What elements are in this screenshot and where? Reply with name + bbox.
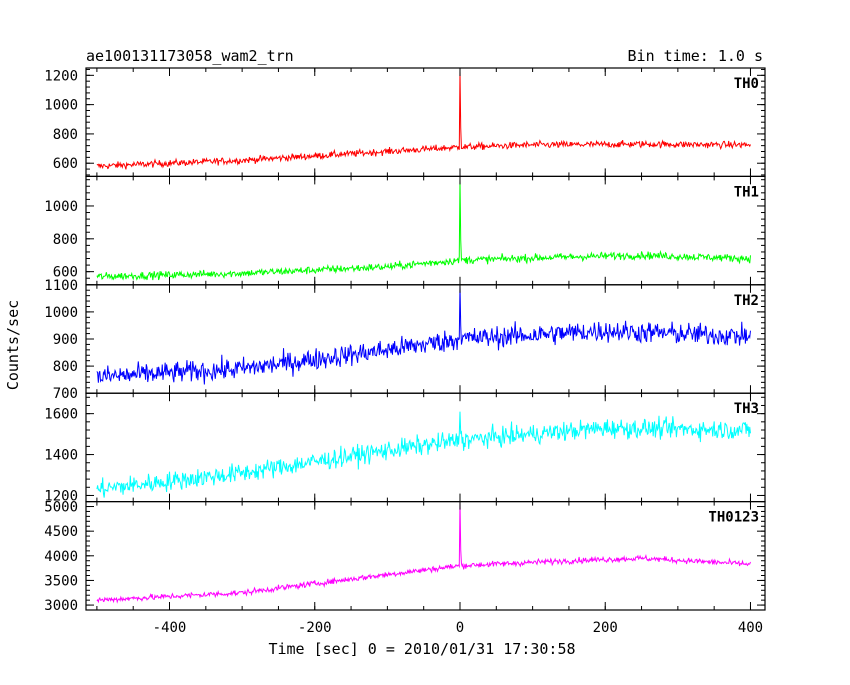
panel-frame <box>85 175 766 286</box>
series-name-th0123: TH0123 <box>708 510 759 526</box>
series-name-th3: TH3 <box>734 401 759 417</box>
y-tick-label: 5000 <box>44 500 78 516</box>
x-axis-label: Time [sec] 0 = 2010/01/31 17:30:58 <box>268 640 575 658</box>
y-tick-label: 800 <box>53 127 78 143</box>
y-tick-label: 800 <box>53 232 78 248</box>
panel-th3: 1200 1400 1600 TH3 <box>44 392 766 504</box>
y-tick-label: 1100 <box>44 278 78 294</box>
y-tick-label: 1400 <box>44 448 78 464</box>
y-tick-label: 1000 <box>44 199 78 215</box>
y-tick-label: 800 <box>53 359 78 375</box>
y-tick-label: 600 <box>53 156 78 172</box>
panel-th2: 700 800 900 1000 1100 TH2 <box>44 278 766 402</box>
y-tick-label: 700 <box>53 386 78 402</box>
panel-th0123: 3000 3500 4000 4500 5000 TH0123 <box>44 500 766 614</box>
y-tick-label: 3500 <box>44 573 78 589</box>
series-line-th0123 <box>96 501 751 604</box>
y-tick-label: 1000 <box>44 305 78 321</box>
x-tick-label: 400 <box>738 620 763 636</box>
bin-time-label: Bin time: 1.0 s <box>628 47 763 65</box>
x-tick-label: 200 <box>593 620 618 636</box>
panels-group: 600 800 1000 1200 TH0 600 800 1000 TH1 700 800 900 1… <box>44 67 766 636</box>
series-line-th2 <box>96 284 751 385</box>
series-line-th3 <box>96 411 751 498</box>
panel-frame <box>85 392 766 503</box>
series-name-th1: TH1 <box>734 184 759 200</box>
x-tick-label: 0 <box>456 620 464 636</box>
panel-th0: 600 800 1000 1200 TH0 <box>44 67 766 178</box>
panel-th1: 600 800 1000 TH1 <box>44 175 766 286</box>
panel-frame <box>85 501 766 611</box>
series-name-th2: TH2 <box>734 293 759 309</box>
y-tick-label: 4500 <box>44 524 78 540</box>
panel-frame <box>85 284 766 394</box>
y-tick-label: 4000 <box>44 549 78 565</box>
y-tick-label: 1200 <box>44 68 78 84</box>
y-tick-label: 3000 <box>44 598 78 614</box>
y-tick-label: 1000 <box>44 98 78 114</box>
y-tick-label: 1600 <box>44 407 78 423</box>
y-tick-label: 1200 <box>44 488 78 504</box>
panel-frame <box>85 67 766 178</box>
x-tick-label: -200 <box>298 620 332 636</box>
series-name-th0: TH0 <box>734 76 759 92</box>
series-line-th1 <box>96 178 751 281</box>
y-tick-label: 600 <box>53 265 78 281</box>
x-tick-label: -400 <box>153 620 187 636</box>
y-axis-label: Counts/sec <box>4 300 22 390</box>
figure-title: ae100131173058_wam2_trn <box>86 47 294 65</box>
y-tick-label: 900 <box>53 332 78 348</box>
series-line-th0 <box>96 69 751 170</box>
